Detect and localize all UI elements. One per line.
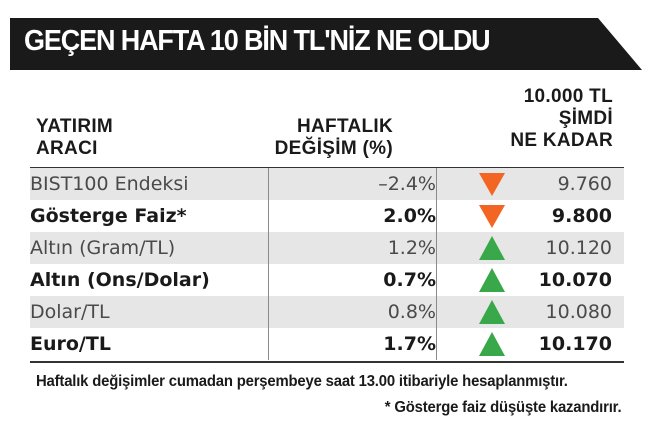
- table-row: Altın (Ons/Dolar) 0.7% 10.070: [30, 264, 624, 296]
- arrow-up-icon: [479, 300, 505, 324]
- column-divider: [268, 168, 269, 360]
- current-value: 10.080: [545, 301, 612, 323]
- arrow-up-icon: [479, 332, 505, 356]
- instrument-name: Dolar/TL: [30, 301, 110, 323]
- header-weekly-change: HAFTALIK DEĞİŞİM (%): [275, 116, 393, 160]
- table-bottom-rule: [30, 361, 624, 363]
- weekly-change-value: 0.8%: [387, 301, 436, 323]
- arrow-up-icon: [479, 268, 505, 292]
- header-instrument-line1: YATIRIM: [36, 116, 114, 137]
- instrument-name: Altın (Gram/TL): [30, 237, 176, 259]
- table-row: BIST100 Endeksi –2.4% 9.760: [30, 168, 624, 200]
- instrument-name: BIST100 Endeksi: [30, 173, 189, 195]
- title-banner: GEÇEN HAFTA 10 BİN TL'NİZ NE OLDU: [10, 18, 642, 70]
- header-weekly-change-line2: DEĞİŞİM (%): [274, 138, 393, 159]
- weekly-change-value: –2.4%: [378, 173, 436, 195]
- weekly-change-value: 0.7%: [383, 269, 436, 291]
- arrow-down-icon: [479, 173, 505, 196]
- header-instrument: YATIRIM ARACI: [36, 116, 113, 160]
- weekly-change-value: 1.7%: [383, 333, 436, 355]
- page-title: GEÇEN HAFTA 10 BİN TL'NİZ NE OLDU: [24, 25, 491, 57]
- current-value: 10.070: [538, 269, 612, 291]
- instrument-name: Euro/TL: [30, 333, 111, 355]
- current-value: 9.760: [557, 173, 612, 195]
- results-table: BIST100 Endeksi –2.4% 9.760 Gösterge Fai…: [30, 168, 624, 360]
- header-weekly-change-line1: HAFTALIK: [297, 116, 393, 137]
- weekly-change-value: 2.0%: [383, 205, 436, 227]
- instrument-name: Altın (Ons/Dolar): [30, 269, 210, 291]
- header-instrument-line2: ARACI: [36, 138, 98, 159]
- current-value: 10.170: [538, 333, 612, 355]
- table-row: Dolar/TL 0.8% 10.080: [30, 296, 624, 328]
- footnote-asterisk: * Gösterge faiz düşüşte kazandırır.: [384, 399, 621, 416]
- header-current-value-line1: 10.000 TL: [523, 86, 613, 107]
- instrument-name: Gösterge Faiz*: [30, 205, 187, 227]
- header-current-value: 10.000 TL ŞİMDİ NE KADAR: [510, 86, 613, 152]
- weekly-change-value: 1.2%: [387, 237, 436, 259]
- column-divider: [436, 168, 437, 360]
- arrow-up-icon: [479, 236, 505, 260]
- current-value: 9.800: [551, 205, 612, 227]
- arrow-down-icon: [479, 205, 505, 228]
- header-current-value-line2: ŞİMDİ: [558, 108, 613, 129]
- header-current-value-line3: NE KADAR: [510, 130, 613, 151]
- table-row: Gösterge Faiz* 2.0% 9.800: [30, 200, 624, 232]
- footnote-calculation: Haftalık değişimler cumadan perşembeye s…: [36, 373, 568, 390]
- current-value: 10.120: [545, 237, 612, 259]
- banner-background: [10, 18, 642, 70]
- table-row: Euro/TL 1.7% 10.170: [30, 328, 624, 360]
- table-row: Altın (Gram/TL) 1.2% 10.120: [30, 232, 624, 264]
